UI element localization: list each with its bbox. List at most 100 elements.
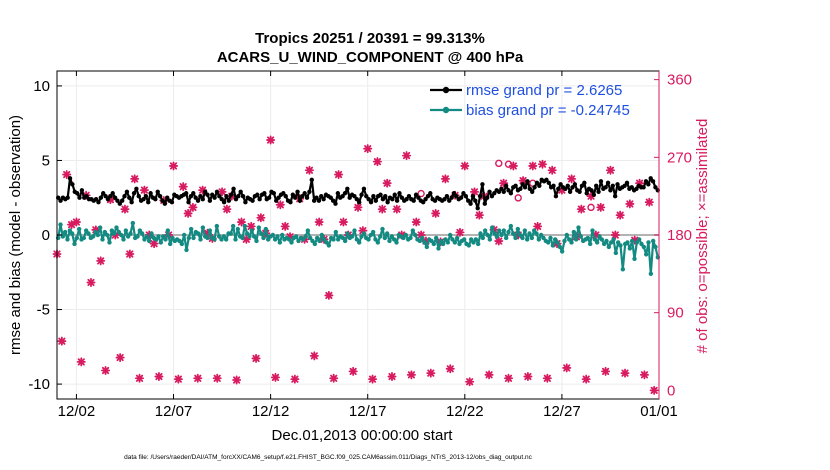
bias-point — [62, 229, 68, 235]
rmse-point — [96, 200, 101, 205]
bias-point — [643, 252, 649, 257]
obs-star-stroke — [310, 352, 318, 360]
obs-assimilated-point — [139, 185, 149, 195]
bias-point — [566, 237, 572, 242]
bias-point — [478, 231, 483, 236]
bias-point — [354, 237, 360, 242]
obs-star-stroke — [101, 366, 110, 375]
obs-star-stroke — [174, 375, 182, 383]
bias-point — [601, 241, 607, 247]
obs-assimilated-point — [474, 210, 484, 220]
obs-assimilated-point — [377, 204, 387, 214]
bias-point — [433, 235, 439, 241]
bias-point — [482, 228, 488, 233]
obs-assimilated-point — [256, 213, 266, 223]
rmse-point — [153, 197, 158, 202]
rmse-point — [262, 191, 267, 196]
obs-star-stroke — [407, 371, 416, 379]
rmse-point — [195, 198, 201, 203]
rmse-point — [577, 189, 582, 194]
rmse-point — [629, 185, 634, 190]
rmse-point — [243, 200, 248, 205]
bias-point — [65, 237, 70, 242]
rmse-point — [475, 205, 480, 211]
bias-point — [265, 237, 271, 242]
rmse-point — [309, 177, 314, 183]
obs-star-stroke — [534, 222, 542, 230]
bias-point — [191, 235, 196, 241]
rmse-point — [124, 189, 130, 194]
bias-point — [240, 235, 245, 241]
bias-point — [394, 240, 399, 245]
obs-star-stroke — [529, 162, 537, 170]
rmse-point — [558, 182, 563, 187]
obs-star-stroke — [364, 145, 372, 153]
obs-assimilated-point — [465, 377, 475, 387]
rmse-point — [300, 194, 305, 199]
obs-assimilated-point — [270, 372, 280, 382]
y-left-tick-label: 0 — [42, 227, 50, 244]
bias-point — [249, 228, 255, 233]
rmse-point — [641, 185, 646, 190]
bias-point — [170, 235, 175, 241]
obs-star-stroke — [359, 227, 367, 235]
rmse-point — [103, 194, 108, 199]
bias-point — [221, 234, 227, 239]
bias-point — [524, 237, 530, 242]
obs-assimilated-point — [460, 161, 470, 171]
obs-assimilated-point — [62, 170, 72, 180]
rmse-point — [518, 186, 523, 191]
obs-assimilated-point — [610, 230, 620, 240]
rmse-point — [567, 189, 573, 194]
rmse-point — [624, 180, 630, 186]
legend-bias-label: bias grand pr = -0.24745 — [466, 102, 630, 119]
rmse-point — [188, 194, 194, 199]
bias-point — [286, 237, 292, 242]
bias-point — [520, 235, 525, 241]
rmse-point — [466, 198, 471, 203]
bias-point — [401, 235, 406, 241]
bias-point — [541, 235, 546, 241]
rmse-point — [255, 192, 260, 197]
rmse-point — [508, 191, 514, 196]
rmse-point — [115, 198, 120, 203]
bias-point — [503, 235, 509, 241]
bias-point — [244, 231, 250, 236]
obs-assimilated-point — [115, 353, 125, 363]
bias-point — [550, 243, 556, 248]
rmse-point — [423, 197, 428, 202]
bias-point — [522, 228, 528, 233]
x-tick-label: 12/17 — [349, 403, 387, 420]
obs-count-layer — [52, 135, 659, 395]
obs-assimilated-point — [402, 151, 412, 161]
bias-point — [223, 237, 229, 242]
obs-star-stroke — [470, 188, 479, 196]
obs-assimilated-point — [455, 227, 465, 237]
rmse-point — [593, 183, 599, 188]
obs-assimilated-point — [508, 161, 518, 171]
bias-point — [377, 234, 383, 239]
rmse-point — [136, 194, 141, 199]
bias-point — [160, 234, 166, 239]
bias-point — [615, 240, 621, 245]
rmse-point — [392, 192, 397, 197]
bias-point — [496, 228, 502, 233]
obs-assimilated-point — [601, 366, 611, 376]
rmse-point — [551, 183, 556, 188]
bias-point — [230, 223, 236, 229]
rmse-point — [240, 194, 246, 199]
rmse-point — [354, 197, 360, 202]
rmse-point — [314, 195, 319, 200]
obs-assimilated-point — [426, 368, 436, 378]
bias-point — [545, 240, 551, 245]
obs-assimilated-point — [232, 375, 242, 385]
rmse-point — [556, 186, 561, 191]
obs-star-stroke — [223, 205, 231, 213]
obs-possible-point — [417, 189, 425, 198]
obs-assimilated-point — [178, 182, 188, 192]
bias-point — [109, 228, 115, 233]
obs-assimilated-point — [528, 161, 538, 171]
obs-star-stroke — [325, 291, 333, 300]
bias-point — [107, 240, 112, 245]
rmse-point — [207, 198, 213, 203]
